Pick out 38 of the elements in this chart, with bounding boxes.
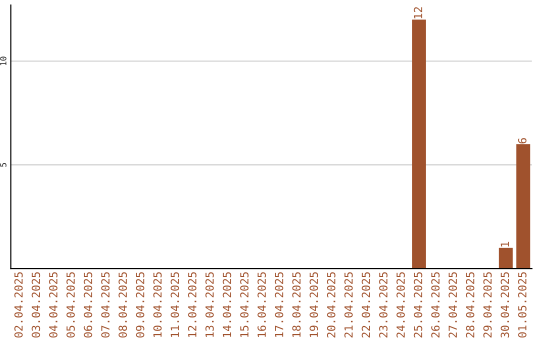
x-tick-label: 28.04.2025 xyxy=(466,272,474,338)
x-tick-label: 10.04.2025 xyxy=(153,272,162,337)
bar xyxy=(412,20,426,269)
x-tick-label: 08.04.2025 xyxy=(118,272,127,338)
x-tick-label: 02.04.2025 xyxy=(14,272,23,338)
x-tick-label: 04.04.2025 xyxy=(49,272,58,338)
x-tick-label: 09.04.2025 xyxy=(136,272,144,338)
y-tick-label: 10 xyxy=(0,56,6,66)
x-tick-label: 26.04.2025 xyxy=(431,272,440,338)
x-tick-label: 05.04.2025 xyxy=(66,272,75,338)
x-tick-label: 07.04.2025 xyxy=(101,272,110,338)
x-tick-label: 13.04.2025 xyxy=(205,272,214,337)
x-tick-label: 22.04.2025 xyxy=(362,272,370,338)
x-tick-label: 16.04.2025 xyxy=(258,272,266,337)
x-tick-label: 11.04.2025 xyxy=(170,272,180,337)
x-tick-label: 15.04.2025 xyxy=(240,272,249,337)
x-tick-label: 21.04.2025 xyxy=(344,272,353,338)
x-tick-label: 23.04.2025 xyxy=(379,272,388,338)
x-tick-label: 20.04.2025 xyxy=(326,272,336,338)
data-label: 6 xyxy=(518,138,526,144)
x-tick-label: 25.04.2025 xyxy=(414,272,422,338)
x-tick-label: 18.04.2025 xyxy=(292,272,301,337)
x-tick-label: 17.04.2025 xyxy=(274,272,284,337)
x-tick-label: 03.04.2025 xyxy=(32,272,40,338)
x-tick-label: 06.04.2025 xyxy=(84,272,92,338)
data-label: 1 xyxy=(500,242,509,247)
y-tick-label: 5 xyxy=(0,163,6,167)
x-tick-label: 30.04.2025 xyxy=(500,272,510,338)
x-tick-label: 27.04.2025 xyxy=(448,272,457,338)
bar xyxy=(516,144,530,269)
x-tick-label: 19.04.2025 xyxy=(310,272,318,337)
x-tick-label: 14.04.2025 xyxy=(222,272,232,337)
bar xyxy=(498,248,513,269)
x-tick-label: 29.04.2025 xyxy=(483,272,492,338)
x-tick-label: 24.04.2025 xyxy=(396,272,405,338)
data-label: 12 xyxy=(414,7,422,18)
x-tick-label: 01.05.2025 xyxy=(518,272,526,338)
x-tick-label: 12.04.2025 xyxy=(188,272,196,337)
